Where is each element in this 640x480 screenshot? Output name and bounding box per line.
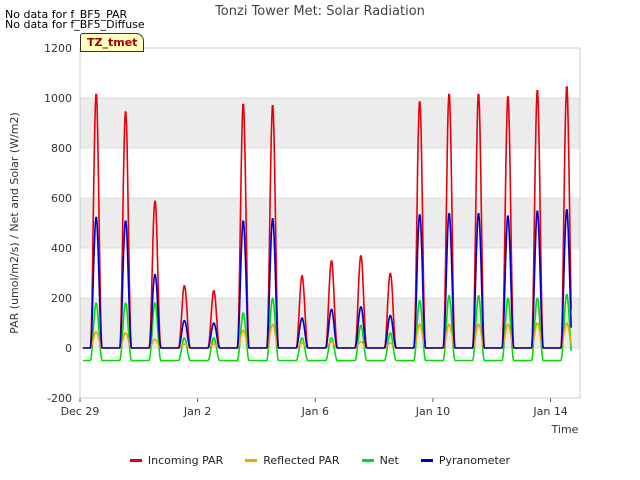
y-tick-label: 1000 — [44, 92, 72, 105]
legend-item: Pyranometer — [420, 454, 511, 467]
legend: Incoming PAR Reflected PAR Net Pyranometer — [0, 454, 640, 467]
legend-label: Incoming PAR — [147, 454, 224, 467]
y-axis-label: PAR (umol/m2/s) / Net and Solar (W/m2) — [8, 112, 21, 334]
y-tick-label: 400 — [51, 242, 72, 255]
y-tick-label: 800 — [51, 142, 72, 155]
legend-item: Reflected PAR — [245, 454, 340, 467]
series-line-net — [82, 293, 572, 362]
legend-item: Net — [361, 454, 399, 467]
legend-swatch — [129, 459, 142, 462]
plot-frame — [79, 47, 581, 399]
legend-label: Pyranometer — [438, 454, 511, 467]
y-tick-label: -200 — [47, 392, 72, 405]
legend-item: Incoming PAR — [129, 454, 224, 467]
legend-label: Reflected PAR — [263, 454, 340, 467]
y-tick-label: 200 — [51, 292, 72, 305]
chart-title: Tonzi Tower Met: Solar Radiation — [215, 4, 425, 19]
x-tick-label: Dec 29 — [61, 405, 100, 418]
no-data-note-2: No data for f_BF5_Diffuse — [5, 18, 145, 31]
grid-band — [80, 98, 580, 148]
x-tick-label: Jan 2 — [183, 405, 211, 418]
legend-label: Net — [379, 454, 399, 467]
no-data-note-1: No data for f_BF5_PAR — [5, 8, 128, 21]
series-line-pyranometer — [82, 209, 572, 349]
y-tick-label: 0 — [65, 342, 72, 355]
y-tick-label: 1200 — [44, 42, 72, 55]
legend-swatch — [361, 459, 374, 462]
x-tick-label: Jan 14 — [532, 405, 567, 418]
y-tick-label: 600 — [51, 192, 72, 205]
tz-badge: TZ_tmet — [80, 33, 145, 52]
x-axis-label: Time — [551, 423, 579, 436]
grid-band — [80, 198, 580, 248]
x-tick-label: Jan 6 — [301, 405, 329, 418]
legend-swatch — [245, 459, 258, 462]
legend-swatch — [420, 459, 433, 462]
x-tick-label: Jan 10 — [415, 405, 450, 418]
